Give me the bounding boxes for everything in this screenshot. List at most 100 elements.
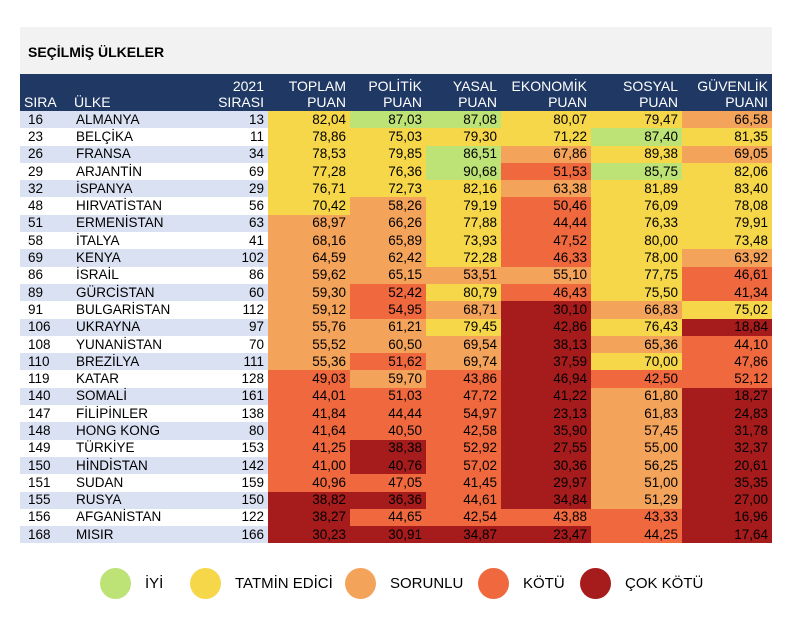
cell-2021-sirasi: 60	[206, 283, 268, 302]
table-body: 16 ALMANYA 13 82,04 87,03 87,08 80,07 79,47 66,5…	[20, 111, 772, 544]
cell-2021-sirasi: 69	[206, 162, 268, 181]
cell-politik-score: 62,42	[350, 249, 426, 267]
cell-toplam-score: 49,03	[268, 370, 350, 388]
table-row: 16 ALMANYA 13 82,04 87,03 87,08 80,07 79,47 66,5…	[20, 111, 772, 129]
cell-sira: 108	[20, 335, 70, 354]
cell-guvenlik-score: 35,35	[682, 474, 772, 492]
cell-yasal-score: 79,30	[426, 128, 501, 146]
cell-sosyal-score: 70,00	[591, 353, 682, 371]
cell-toplam-score: 55,52	[268, 335, 350, 354]
cell-toplam-score: 41,25	[268, 439, 350, 457]
cell-2021-sirasi: 138	[206, 405, 268, 423]
cell-politik-score: 47,05	[350, 474, 426, 492]
cell-yasal-score: 41,45	[426, 474, 501, 492]
cell-sosyal-score: 51,00	[591, 474, 682, 492]
table-row: 23 BELÇİKA 11 78,86 75,03 79,30 71,22 87,40 81,3…	[20, 128, 772, 146]
cell-ekonomik-score: 50,46	[501, 197, 591, 215]
cell-yasal-score: 82,16	[426, 180, 501, 198]
cell-sira: 148	[20, 422, 70, 440]
cell-toplam-score: 77,28	[268, 162, 350, 181]
cell-sosyal-score: 80,00	[591, 232, 682, 250]
cell-sira: 156	[20, 508, 70, 527]
table-row: 150 HİNDİSTAN 142 41,00 40,76 57,02 30,36 56,25…	[20, 456, 772, 475]
table-row: 48 HIRVATİSTAN 56 70,42 58,26 79,19 50,46 76,09…	[20, 197, 772, 215]
legend-item-kotu: KÖTÜ	[478, 565, 565, 601]
table-row: 58 İTALYA 41 68,16 65,89 73,93 47,52 80,00 73,48	[20, 232, 772, 250]
cell-politik-score: 40,76	[350, 456, 426, 475]
header-guvenlik-puani: GÜVENLİK PUANI	[682, 74, 772, 111]
cell-yasal-score: 69,54	[426, 335, 501, 354]
cell-politik-score: 87,03	[350, 111, 426, 129]
cell-sosyal-score: 65,36	[591, 335, 682, 354]
legend-swatch	[580, 567, 611, 599]
legend-label: İYİ	[145, 574, 164, 592]
cell-ekonomik-score: 80,07	[501, 111, 591, 129]
cell-ekonomik-score: 46,94	[501, 370, 591, 388]
cell-toplam-score: 44,01	[268, 387, 350, 406]
cell-2021-sirasi: 102	[206, 249, 268, 267]
cell-guvenlik-score: 32,37	[682, 439, 772, 457]
table-row: 26 FRANSA 34 78,53 79,85 86,51 67,86 89,38 69,05	[20, 145, 772, 163]
legend-label: KÖTÜ	[523, 574, 565, 592]
cell-ekonomik-score: 35,90	[501, 422, 591, 440]
cell-ekonomik-score: 27,55	[501, 439, 591, 457]
cell-ekonomik-score: 71,22	[501, 128, 591, 146]
cell-politik-score: 40,50	[350, 422, 426, 440]
cell-2021-sirasi: 122	[206, 508, 268, 527]
cell-ulke: KENYA	[70, 249, 206, 267]
cell-yasal-score: 79,19	[426, 197, 501, 215]
cell-2021-sirasi: 86	[206, 266, 268, 284]
cell-sira: 16	[20, 111, 70, 129]
cell-sira: 140	[20, 387, 70, 406]
table-row: 29 ARJANTİN 69 77,28 76,36 90,68 51,53 85,75 82,…	[20, 162, 772, 181]
header-ulke: ÜLKE	[70, 74, 206, 111]
cell-yasal-score: 43,86	[426, 370, 501, 388]
cell-2021-sirasi: 13	[206, 111, 268, 129]
cell-ulke: FRANSA	[70, 145, 206, 163]
legend-item-tatmin: TATMİN EDİCİ	[190, 565, 333, 601]
cell-sosyal-score: 56,25	[591, 456, 682, 475]
cell-ekonomik-score: 34,84	[501, 491, 591, 509]
cell-2021-sirasi: 142	[206, 456, 268, 475]
header-sosyal-puan: SOSYAL PUAN	[591, 74, 682, 111]
cell-ulke: BREZİLYA	[70, 353, 206, 371]
country-scores-table: SIRA ÜLKE 2021 SIRASI TOPLAM PUAN POLİTİK P…	[20, 74, 772, 544]
cell-guvenlik-score: 66,58	[682, 111, 772, 129]
cell-guvenlik-score: 78,08	[682, 197, 772, 215]
cell-sosyal-score: 79,47	[591, 111, 682, 129]
cell-sosyal-score: 89,38	[591, 145, 682, 163]
cell-sira: 48	[20, 197, 70, 215]
cell-sira: 151	[20, 474, 70, 492]
cell-ekonomik-score: 46,43	[501, 283, 591, 302]
cell-yasal-score: 72,28	[426, 249, 501, 267]
header-row: SIRA ÜLKE 2021 SIRASI TOPLAM PUAN POLİTİK P…	[20, 74, 772, 111]
table-row: 147 FİLİPİNLER 138 41,84 44,44 54,97 23,13 61,8…	[20, 405, 772, 423]
cell-ulke: İSRAİL	[70, 266, 206, 284]
cell-ulke: İSPANYA	[70, 180, 206, 198]
cell-ekonomik-score: 23,47	[501, 526, 591, 544]
cell-yasal-score: 86,51	[426, 145, 501, 163]
cell-ekonomik-score: 44,44	[501, 214, 591, 233]
cell-toplam-score: 38,27	[268, 508, 350, 527]
cell-sira: 86	[20, 266, 70, 284]
cell-yasal-score: 42,54	[426, 508, 501, 527]
cell-toplam-score: 78,86	[268, 128, 350, 146]
cell-sira: 147	[20, 405, 70, 423]
cell-guvenlik-score: 24,83	[682, 405, 772, 423]
cell-politik-score: 72,73	[350, 180, 426, 198]
cell-sosyal-score: 76,33	[591, 214, 682, 233]
cell-guvenlik-score: 46,61	[682, 266, 772, 284]
cell-guvenlik-score: 79,91	[682, 214, 772, 233]
cell-politik-score: 44,65	[350, 508, 426, 527]
table-row: 119 KATAR 128 49,03 59,70 43,86 46,94 42,50 52,1…	[20, 370, 772, 388]
cell-sira: 23	[20, 128, 70, 146]
cell-ekonomik-score: 51,53	[501, 162, 591, 181]
cell-yasal-score: 80,79	[426, 283, 501, 302]
cell-guvenlik-score: 27,00	[682, 491, 772, 509]
cell-sira: 110	[20, 353, 70, 371]
table-row: 86 İSRAİL 86 59,62 65,15 53,51 55,10 77,75 46,61	[20, 266, 772, 284]
cell-ulke: ARJANTİN	[70, 162, 206, 181]
legend-label: ÇOK KÖTÜ	[625, 574, 704, 592]
cell-ekonomik-score: 41,22	[501, 387, 591, 406]
cell-politik-score: 60,50	[350, 335, 426, 354]
